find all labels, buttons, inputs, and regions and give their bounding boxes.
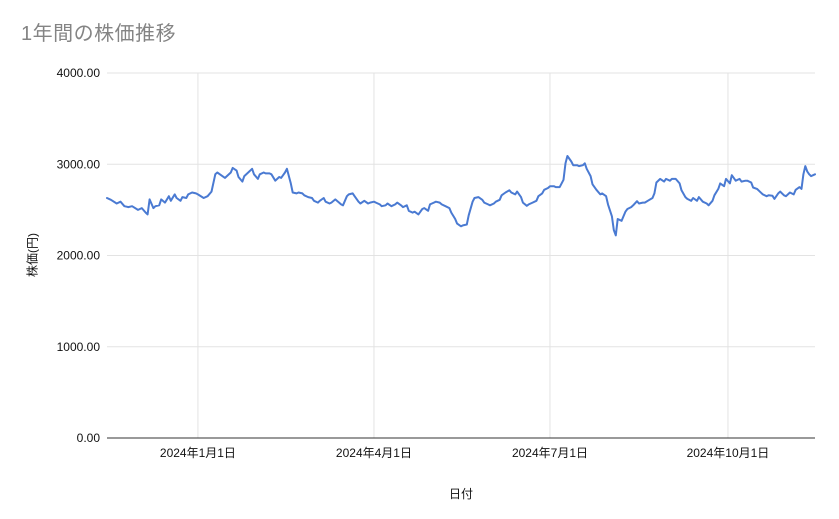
x-tick-label: 2024年4月1日 <box>336 446 412 460</box>
y-tick-label: 3000.00 <box>57 157 101 171</box>
y-tick-label: 1000.00 <box>57 340 101 354</box>
chart-title: 1年間の株価推移 <box>21 23 177 45</box>
x-tick-label: 2024年7月1日 <box>512 446 588 460</box>
price-line-series <box>106 155 816 237</box>
y-tick-label: 4000.00 <box>57 66 101 80</box>
y-tick-label: 2000.00 <box>57 249 101 263</box>
y-tick-label: 0.00 <box>77 431 101 445</box>
x-tick-label: 2024年1月1日 <box>160 446 236 460</box>
x-tick-label: 2024年10月1日 <box>687 446 770 460</box>
x-axis-title: 日付 <box>448 487 474 501</box>
